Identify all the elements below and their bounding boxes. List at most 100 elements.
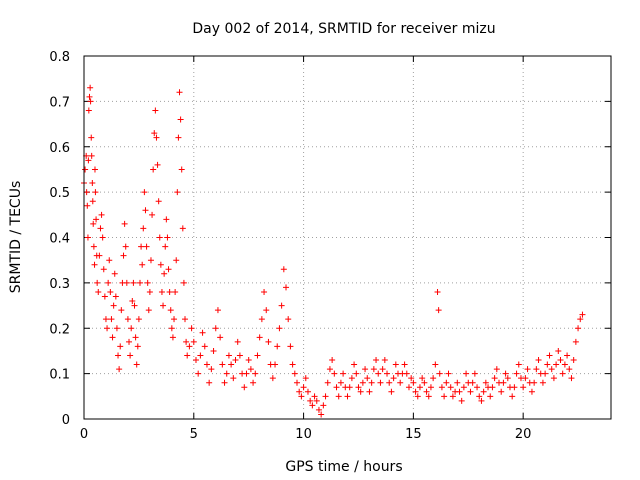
data-point	[104, 325, 111, 332]
data-point	[112, 293, 119, 300]
data-point	[190, 338, 197, 345]
data-point	[370, 366, 377, 373]
data-point	[155, 198, 162, 205]
data-point	[162, 243, 169, 250]
data-point	[320, 402, 327, 409]
data-point	[522, 375, 529, 382]
data-point	[145, 307, 152, 314]
data-point	[151, 130, 158, 137]
data-point	[154, 161, 161, 168]
data-point	[533, 366, 540, 373]
data-point	[471, 370, 478, 377]
data-point	[180, 279, 187, 286]
data-point	[236, 352, 243, 359]
data-point	[254, 352, 261, 359]
data-point	[201, 343, 208, 350]
data-point	[445, 370, 452, 377]
data-point	[313, 397, 320, 404]
data-point	[535, 357, 542, 364]
data-point	[520, 384, 527, 391]
data-point	[223, 370, 230, 377]
data-point	[542, 370, 549, 377]
data-point	[546, 352, 553, 359]
data-points	[81, 84, 586, 418]
data-point	[368, 379, 375, 386]
data-point	[219, 361, 226, 368]
x-tick-label: 5	[190, 427, 198, 442]
data-point	[167, 307, 174, 314]
data-point	[108, 316, 115, 323]
data-point	[173, 257, 180, 264]
data-point	[511, 384, 518, 391]
data-point	[438, 384, 445, 391]
data-point	[141, 189, 148, 196]
data-point	[408, 375, 415, 382]
data-point	[575, 325, 582, 332]
data-point	[166, 288, 173, 295]
data-point	[82, 166, 89, 173]
data-point	[311, 393, 318, 400]
data-point	[83, 189, 90, 196]
data-point	[183, 338, 190, 345]
data-point	[381, 357, 388, 364]
data-point	[278, 302, 285, 309]
data-point	[85, 157, 92, 164]
data-point	[513, 370, 520, 377]
data-point	[153, 134, 160, 141]
data-point	[142, 207, 149, 214]
data-point	[214, 307, 221, 314]
data-point	[157, 261, 164, 268]
data-point	[489, 384, 496, 391]
data-point	[136, 279, 143, 286]
y-tick-label: 0.6	[49, 141, 70, 156]
x-axis-label: GPS time / hours	[285, 459, 402, 475]
data-point	[377, 379, 384, 386]
data-point	[458, 397, 465, 404]
data-point	[169, 334, 176, 341]
data-point	[88, 134, 95, 141]
data-point	[318, 411, 325, 418]
data-point	[329, 357, 336, 364]
data-point	[298, 393, 305, 400]
data-point	[117, 343, 124, 350]
data-point	[460, 384, 467, 391]
data-point	[386, 379, 393, 386]
data-point	[129, 298, 136, 305]
data-point	[348, 375, 355, 382]
data-point	[232, 357, 239, 364]
data-point	[87, 98, 94, 105]
data-point	[140, 225, 147, 232]
data-point	[186, 343, 193, 350]
data-point	[577, 316, 584, 323]
data-point	[333, 384, 340, 391]
data-point	[416, 384, 423, 391]
data-point	[90, 220, 97, 227]
data-point	[564, 352, 571, 359]
data-point	[165, 266, 172, 273]
data-point	[188, 325, 195, 332]
data-point	[539, 379, 546, 386]
data-point	[559, 370, 566, 377]
data-point	[221, 379, 228, 386]
data-point	[161, 270, 168, 277]
data-point	[285, 316, 292, 323]
data-point	[355, 384, 362, 391]
data-point	[474, 384, 481, 391]
data-point	[469, 379, 476, 386]
data-point	[94, 279, 101, 286]
data-point	[449, 393, 456, 400]
data-point	[434, 288, 441, 295]
data-point	[99, 234, 106, 241]
data-point	[91, 261, 98, 268]
data-point	[106, 257, 113, 264]
data-point	[289, 361, 296, 368]
y-tick-label: 0.4	[49, 232, 70, 247]
data-point	[579, 311, 586, 318]
data-point	[427, 384, 434, 391]
data-point	[346, 384, 353, 391]
y-tick-label: 0.3	[49, 277, 70, 292]
data-point	[351, 361, 358, 368]
data-point	[467, 388, 474, 395]
data-point	[524, 366, 531, 373]
data-point	[127, 352, 134, 359]
